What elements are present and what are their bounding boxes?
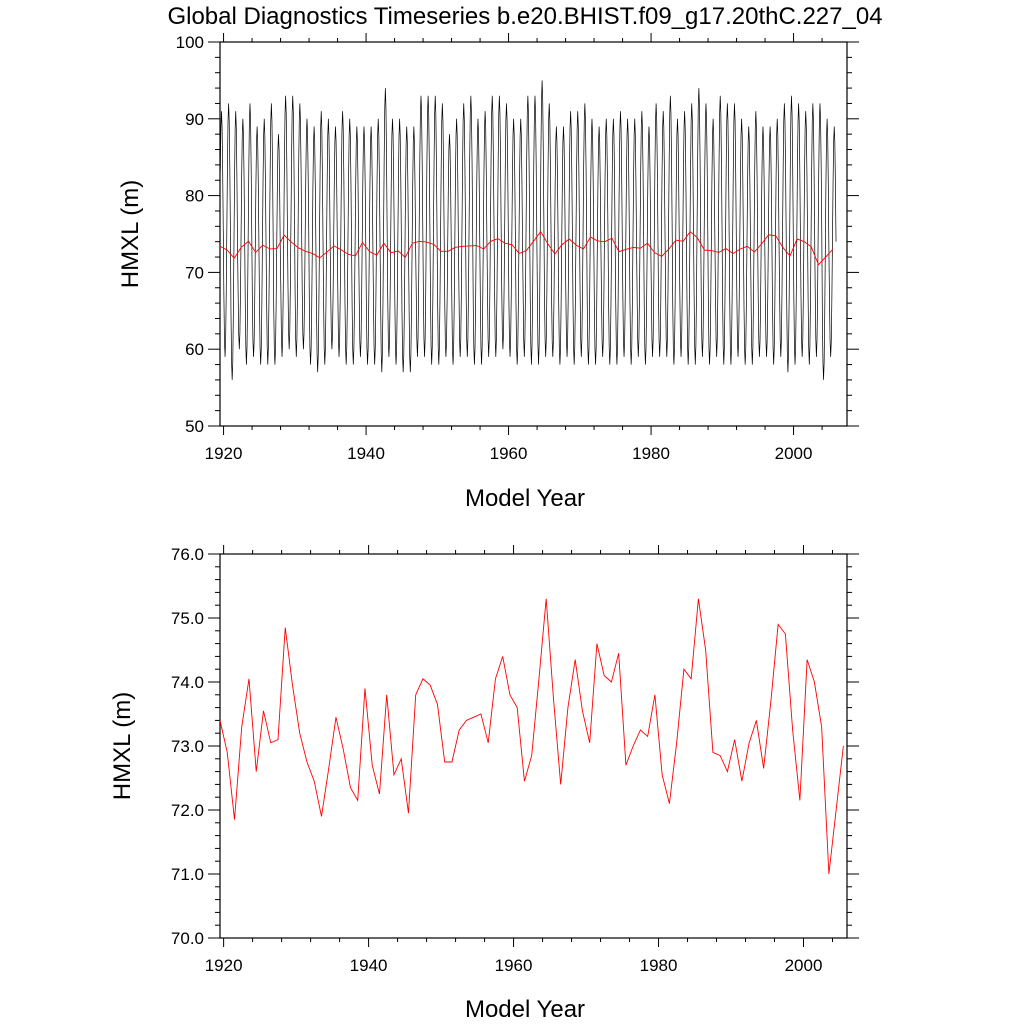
y-tick-label: 80 (185, 187, 204, 206)
y-tick-label: 76.0 (171, 545, 204, 564)
y-tick-label: 60 (185, 340, 204, 359)
plot-frame-bottom (219, 553, 848, 939)
series-bottom (219, 598, 844, 875)
ticks-top: 1920 1940 1960 1980 2000 50 60 70 80 90 100 (176, 33, 859, 463)
y-tick-label: 50 (185, 417, 204, 436)
y-tick-label: 72.0 (171, 801, 204, 820)
panel-top: 1920 1940 1960 1980 2000 50 60 70 80 90 100 Model … (117, 33, 859, 512)
y-tick-label: 73.0 (171, 737, 204, 756)
x-tick-label: 1920 (205, 956, 243, 975)
series-annual-mean-line (219, 598, 844, 875)
x-tick-label: 2000 (775, 444, 813, 463)
chart-title: Global Diagnostics Timeseries b.e20.BHIS… (167, 3, 882, 30)
y-axis-label-bottom: HMXL (m) (109, 692, 136, 800)
series-annual-mean-line (219, 230, 834, 266)
series-monthly-line (219, 80, 837, 380)
x-tick-label: 1980 (632, 444, 670, 463)
y-tick-label: 100 (176, 33, 204, 52)
x-axis-label-top: Model Year (465, 485, 585, 512)
y-axis-label-top: HMXL (m) (117, 180, 144, 288)
y-tick-label: 90 (185, 110, 204, 129)
y-tick-label: 74.0 (171, 673, 204, 692)
x-tick-label: 1940 (347, 444, 385, 463)
y-tick-label: 70 (185, 263, 204, 282)
x-axis-label-bottom: Model Year (465, 996, 585, 1023)
x-tick-label: 1980 (640, 956, 678, 975)
series-top (219, 80, 837, 380)
y-tick-label: 71.0 (171, 865, 204, 884)
x-tick-label: 2000 (785, 956, 823, 975)
ticks-bottom: 1920 1940 1960 1980 2000 70.0 71.0 72.0 73.0 74.0… (171, 545, 859, 975)
x-tick-label: 1960 (495, 956, 533, 975)
panel-bottom: 1920 1940 1960 1980 2000 70.0 71.0 72.0 73.0 74.0… (109, 545, 859, 1023)
x-tick-label: 1960 (490, 444, 528, 463)
y-tick-label: 70.0 (171, 929, 204, 948)
y-tick-label: 75.0 (171, 609, 204, 628)
x-tick-label: 1920 (205, 444, 243, 463)
plot-frame-top (219, 41, 848, 427)
x-tick-label: 1940 (350, 956, 388, 975)
